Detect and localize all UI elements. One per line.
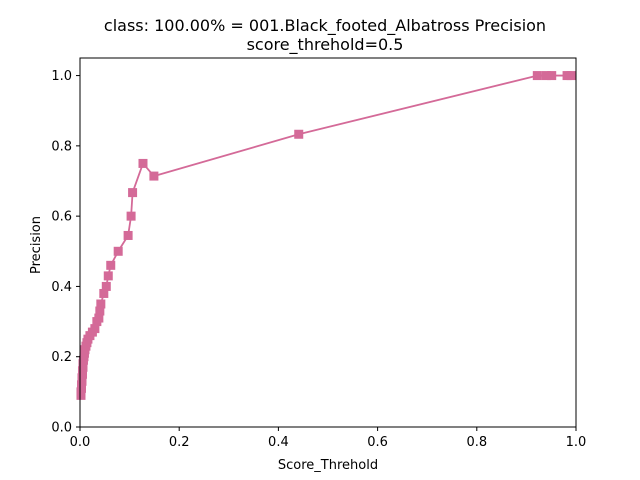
data-point <box>126 211 136 221</box>
y-tick-label: 0.4 <box>51 280 72 295</box>
data-point <box>96 299 106 309</box>
y-tick-label: 0.8 <box>51 139 72 154</box>
data-point <box>106 260 116 270</box>
data-point <box>532 71 542 81</box>
axes-frame <box>79 57 577 428</box>
data-point <box>128 188 138 198</box>
chart-title-line1: class: 100.00% = 001.Black_footed_Albatr… <box>104 16 546 36</box>
data-point <box>547 71 557 81</box>
y-tick-label: 0.2 <box>51 350 72 365</box>
series-line <box>80 74 572 396</box>
data-point <box>101 281 111 291</box>
y-axis-label: Precision <box>29 216 44 274</box>
x-tick-label: 0.8 <box>466 435 487 450</box>
data-point <box>113 246 123 256</box>
data-point <box>566 71 576 81</box>
x-tick-label: 0.0 <box>70 435 91 450</box>
y-tick-label: 0.0 <box>51 421 72 436</box>
data-point <box>123 230 133 240</box>
data-point <box>99 288 109 298</box>
y-tick-label: 1.0 <box>51 69 72 84</box>
data-point <box>294 129 304 139</box>
data-point <box>541 71 551 81</box>
data-point <box>149 171 159 181</box>
y-tick-label: 0.6 <box>51 210 72 225</box>
data-point <box>95 306 105 316</box>
data-point <box>94 313 104 323</box>
x-tick-label: 0.4 <box>268 435 289 450</box>
chart-title-line2: score_threhold=0.5 <box>247 35 404 55</box>
plot-area <box>76 71 576 400</box>
x-tick-label: 0.6 <box>367 435 388 450</box>
axes: 0.0 0.2 0.4 0.6 0.8 1.0 0.0 0.2 0.4 0.6 0.8 1.0 <box>51 57 587 450</box>
x-tick-label: 1.0 <box>566 435 587 450</box>
x-tick-label: 0.2 <box>169 435 190 450</box>
data-point <box>138 158 148 168</box>
data-point <box>103 271 113 281</box>
data-point <box>90 324 100 334</box>
x-axis-label: Score_Threhold <box>278 458 378 473</box>
